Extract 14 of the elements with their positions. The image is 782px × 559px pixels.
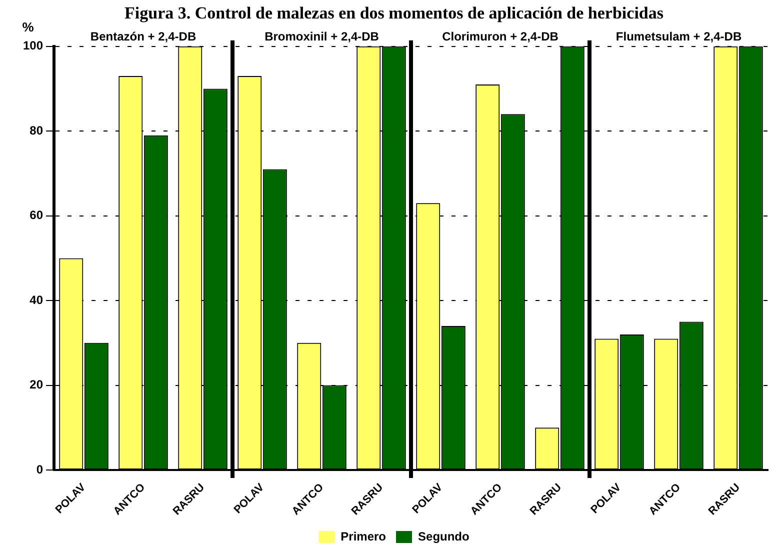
chart-title: Figura 3. Control de malezas en dos momentos de aplicación de herbicidas xyxy=(124,4,664,23)
y-tick-label: 100 xyxy=(22,38,44,53)
text: Clorimuron + 2,4-DB xyxy=(442,30,559,44)
y-axis-title: % xyxy=(22,19,34,34)
y-tick-label: 80 xyxy=(30,123,44,138)
y-tick-label: 40 xyxy=(30,292,44,307)
legend-label: Primero xyxy=(340,529,386,544)
legend-label: Segundo xyxy=(418,529,470,544)
text: Bentazón + 2,4-DB xyxy=(90,30,196,44)
text: Flumetsulam + 2,4-DB xyxy=(616,30,742,44)
text: Bromoxinil + 2,4-DB xyxy=(264,30,380,44)
y-tick-label: 60 xyxy=(30,208,44,222)
y-tick-label: 20 xyxy=(30,378,44,392)
y-tick-label: 0 xyxy=(36,462,44,476)
